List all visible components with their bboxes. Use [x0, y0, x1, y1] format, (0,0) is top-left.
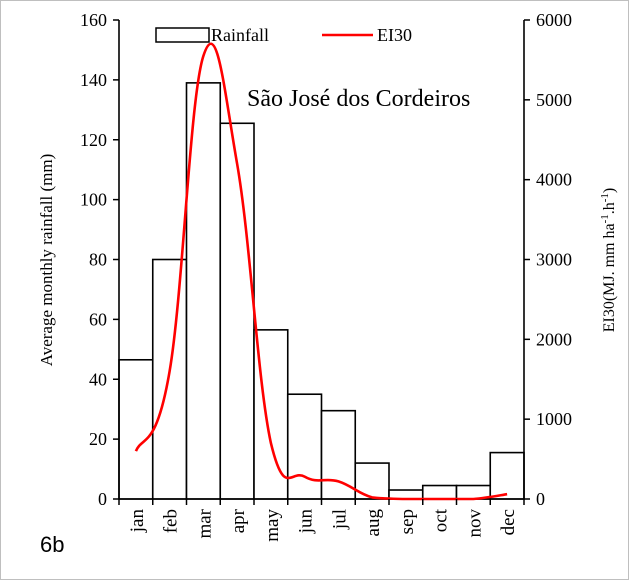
rainfall-bar-oct — [421, 484, 458, 500]
left-tick-label: 100 — [80, 190, 107, 210]
rainfall-bar-jun — [286, 393, 323, 500]
x-tick-label-mar: mar — [194, 508, 215, 538]
rainfall-bar-feb — [151, 258, 188, 500]
x-tick-label-jul: jul — [329, 509, 350, 530]
x-tick-label-jun: jun — [296, 509, 317, 535]
x-axis-labels: jan feb mar apr may jun jul aug sep oct nov dec — [118, 499, 525, 542]
right-tick-label: 0 — [536, 489, 545, 509]
x-tick-label-jan: jan — [127, 509, 148, 534]
x-tick-label-sep: sep — [397, 509, 418, 534]
left-tick-label: 0 — [98, 489, 107, 509]
left-tick-label: 140 — [80, 70, 107, 90]
x-tick-label-nov: nov — [464, 509, 485, 538]
right-tick-label: 5000 — [536, 90, 572, 110]
x-tick-label-may: may — [262, 509, 283, 542]
x-tick-label-apr: apr — [228, 508, 249, 533]
legend-ei30-label: EI30 — [377, 25, 412, 45]
ei30-line-layer — [134, 42, 508, 501]
right-axis-title: EI30(MJ. mm ha-1.h-1) — [599, 188, 618, 333]
site-annotation: São José dos Cordeiros — [247, 86, 470, 112]
legend-rainfall-swatch — [155, 27, 210, 43]
rainfall-bar-jan — [118, 358, 154, 500]
right-tick-label: 4000 — [536, 170, 572, 190]
rainfall-bar-jul — [320, 409, 357, 500]
x-tick-label-aug: aug — [363, 509, 384, 537]
left-tick-label: 60 — [89, 309, 107, 329]
left-tick-label: 160 — [80, 10, 107, 30]
left-tick-label: 120 — [80, 130, 107, 150]
right-tick-label: 6000 — [536, 10, 572, 30]
x-tick-label-feb: feb — [161, 509, 182, 533]
right-tick-label: 3000 — [536, 250, 572, 270]
left-tick-label: 80 — [89, 250, 107, 270]
right-tick-label: 2000 — [536, 329, 572, 349]
legend-rainfall-label: Rainfall — [211, 25, 269, 45]
x-tick-label-dec: dec — [498, 509, 519, 535]
left-tick-label: 20 — [89, 429, 107, 449]
ei30-line — [134, 42, 508, 501]
rainfall-bar-dec — [489, 451, 525, 500]
panel-label: 6b — [40, 532, 65, 557]
x-tick-label-oct: oct — [431, 508, 452, 532]
right-tick-label: 1000 — [536, 409, 572, 429]
rainfall-bars — [118, 82, 525, 500]
legend: Rainfall EI30 — [155, 25, 412, 45]
right-axis-ticks: 0 1000 2000 3000 4000 5000 6000 — [524, 10, 572, 509]
left-axis-ticks: 0 20 40 60 80 100 120 140 160 — [80, 10, 119, 509]
rainfall-bar-apr — [219, 122, 255, 500]
left-axis-title: Average monthly rainfall (mm) — [37, 154, 56, 367]
left-tick-label: 40 — [89, 369, 107, 389]
